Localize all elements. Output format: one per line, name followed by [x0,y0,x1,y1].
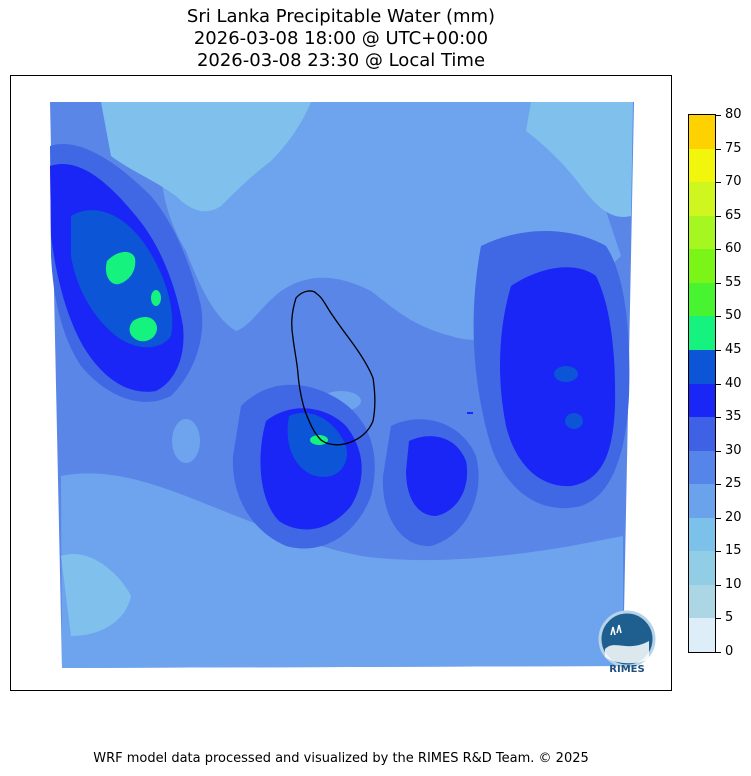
field-dark-center2 [406,436,468,516]
colorbar-segment [689,349,715,384]
colorbar-segment [689,215,715,250]
colorbar-tick [716,383,721,385]
field-darker-east [565,413,583,429]
field-light-sw [61,473,623,668]
colorbar-tick [716,652,721,653]
field-lighter-ne [526,102,633,217]
island-mark [467,412,473,414]
colorbar-tick [716,115,721,116]
colorbar-segment [689,517,715,552]
colorbar-label: 35 [725,409,742,425]
colorbar-label: 75 [725,140,742,156]
colorbar-segment [689,584,715,619]
precipitable-water-map [50,102,634,668]
footer-credit: WRF model data processed and visualized … [93,751,589,766]
colorbar-segment [689,417,715,451]
colorbar-segment [689,282,715,317]
colorbar-segment [689,148,715,183]
colorbar-tick [716,349,721,351]
colorbar-tick [716,584,721,586]
colorbar-tick [716,215,721,217]
field-green [310,435,328,445]
rimes-logo: RIMES [597,609,657,677]
colorbar-tick [716,484,721,486]
field-lighter-north [101,102,311,212]
field-light-patch [172,419,200,463]
colorbar-tick [716,417,721,419]
title-line-3: 2026-03-08 23:30 @ Local Time [196,50,486,71]
colorbar-label: 60 [725,241,742,257]
title-line-1: Sri Lanka Precipitable Water (mm) [186,6,496,27]
colorbar-label: 40 [725,375,742,391]
sri-lanka-coastline [291,290,376,446]
colorbar [688,114,716,653]
colorbar-label: 5 [725,610,734,626]
colorbar-segment [689,618,715,652]
colorbar-label: 25 [725,476,742,492]
colorbar-tick [716,316,721,318]
colorbar-segment [689,249,715,283]
colorbar-label: 20 [725,509,742,525]
colorbar-tick [716,182,721,184]
colorbar-segment [689,383,715,418]
colorbar-tick [716,551,721,553]
field-darker-east [554,366,578,382]
colorbar-label: 50 [725,308,742,324]
chart-title: Sri Lanka Precipitable Water (mm) 2026-0… [0,6,682,72]
colorbar-segment [689,316,715,350]
colorbar-label: 45 [725,341,742,357]
colorbar-label: 65 [725,207,742,223]
field-green [129,316,157,342]
colorbar-label: 15 [725,543,742,559]
field-green [105,251,136,285]
colorbar-label: 70 [725,174,742,190]
colorbar-label: 10 [725,576,742,592]
colorbar-tick [716,282,721,284]
colorbar-tick [716,249,721,251]
field-lighter-sw [61,554,131,636]
colorbar-label: 0 [725,644,734,659]
colorbar-segment [689,450,715,485]
colorbar-label: 80 [725,107,742,122]
colorbar-label: 55 [725,274,742,290]
colorbar-tick [716,618,721,620]
title-line-2: 2026-03-08 18:00 @ UTC+00:00 [193,28,489,49]
field-darker-center [287,412,347,477]
colorbar-segment [689,182,715,216]
logo-text: RIMES [609,664,645,675]
colorbar-label: 30 [725,442,742,458]
field-green [151,290,161,306]
colorbar-tick [716,450,721,452]
colorbar-segment [689,484,715,518]
colorbar-tick [716,517,721,519]
colorbar-tick [716,148,721,150]
colorbar-segment [689,551,715,585]
colorbar-segment [689,115,715,149]
map-frame [10,75,672,691]
